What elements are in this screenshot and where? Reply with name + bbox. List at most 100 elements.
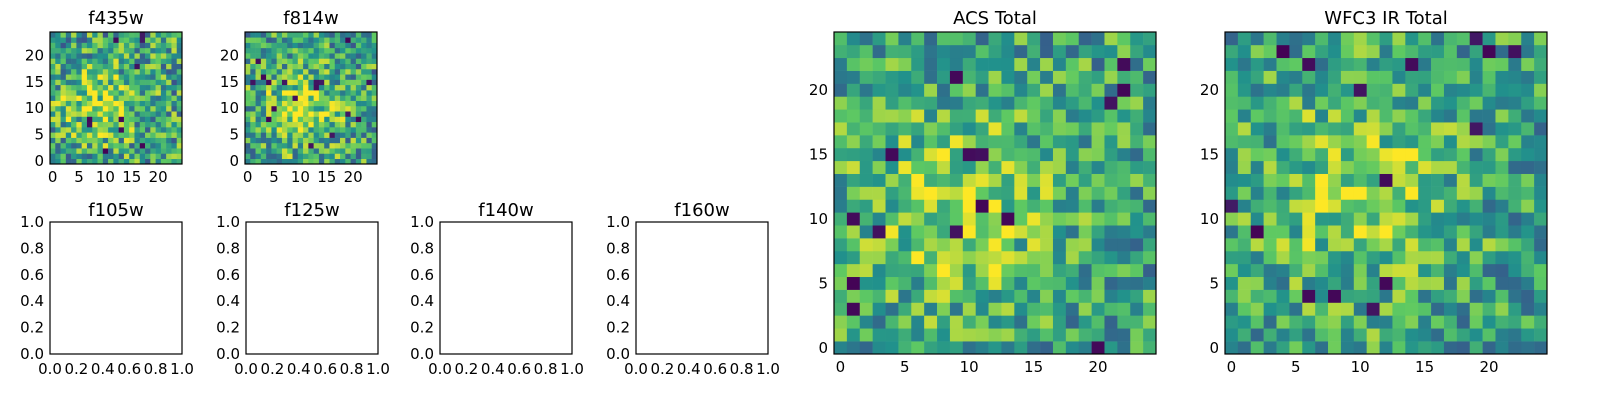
heatmap-cell [1027,186,1041,200]
heatmap-cell [71,79,77,86]
heatmap-cell [1052,122,1067,136]
heatmap-cell [245,53,251,59]
heatmap-cell [134,74,141,80]
heatmap-cell [1379,32,1393,46]
heatmap-cell [937,122,951,136]
heatmap-cell [123,158,130,165]
heatmap-cell [281,58,288,64]
heatmap-cell [1263,96,1277,110]
heatmap-cell [975,109,989,123]
heatmap-cell [937,199,951,213]
heatmap-cell [937,160,951,174]
heatmap-cell [834,96,848,110]
heatmap-cell [1353,250,1367,265]
heatmap-cell [76,42,82,49]
heatmap-cell [1263,263,1277,278]
heatmap-cell [129,153,135,160]
heatmap-cell [81,132,88,138]
heatmap-cell [1040,83,1054,97]
heatmap-cell [1366,315,1380,329]
heatmap-cell [366,158,373,165]
heatmap-cell [55,79,61,86]
heatmap-cell [911,135,925,149]
panel-f105w: f105w 0.0 0.2 0.4 0.6 0.8 1.0 0.0 0.2 0.… [20,200,194,378]
heatmap-cell [366,84,373,91]
heatmap-cell [1431,263,1445,278]
heatmap-cell [255,116,262,123]
heatmap-cell [988,276,1002,290]
panel-title: f814w [283,8,338,29]
heatmap-cell [171,47,178,54]
heatmap-cell [361,148,367,154]
heatmap-cell [71,84,77,91]
panel-title: WFC3 IR Total [1324,8,1447,29]
heatmap-cell [1482,57,1496,71]
heatmap-cell [1392,238,1406,252]
heatmap-cell [1508,225,1522,239]
heatmap-cell [92,79,98,86]
heatmap-cell [1456,263,1471,278]
heatmap-cell [924,147,938,162]
heatmap-cell [92,148,98,154]
heatmap-cell [81,105,88,112]
heatmap-cell [145,148,151,154]
heatmap-cell [345,148,351,154]
heatmap-cell [65,84,72,91]
heatmap-cell [924,250,938,265]
heatmap-cell [160,53,167,59]
heatmap-cell [911,173,925,187]
heatmap-cell [1392,341,1406,355]
heatmap-cell [65,95,72,101]
heatmap-cell [975,328,989,342]
heatmap-cell [281,116,288,123]
heatmap-cell [1456,289,1471,303]
heatmap-cell [150,105,156,112]
heatmap-cell [108,153,114,160]
heatmap-cell [962,289,976,303]
heatmap-cell [345,58,351,64]
heatmap-cell [102,42,109,49]
heatmap-cell [1225,44,1239,59]
heatmap-cell [276,105,283,112]
heatmap-cell [102,137,109,144]
heatmap-cell [145,53,151,59]
heatmap-cell [340,68,346,75]
heatmap-cell [145,68,151,75]
heatmap-cell [361,116,367,123]
heatmap-cell [245,79,251,86]
heatmap-cell [1289,160,1303,174]
heatmap-cell [1263,147,1277,162]
heatmap-cell [1014,109,1028,123]
heatmap-cell [1104,328,1118,342]
heatmap-cell [859,302,873,316]
heatmap-cell [1469,147,1483,162]
heatmap-cell [371,148,378,154]
heatmap-cell [1001,96,1015,110]
heatmap-cell [292,79,299,86]
heatmap-cell [166,63,172,70]
heatmap-cell [318,95,325,101]
heatmap-cell [1508,263,1522,278]
heatmap-cell [1237,32,1252,46]
heatmap-cells [245,32,378,165]
heatmap-cell [1315,276,1329,290]
heatmap-cell [1431,160,1445,174]
heatmap-cell [245,142,251,149]
heatmap-cell [1104,225,1118,239]
heatmap-cell [150,63,156,70]
heatmap-cell [1040,44,1054,59]
heatmap-cell [1482,173,1496,187]
heatmap-cell [50,90,56,96]
heatmap-cell [1117,250,1131,265]
heatmap-cell [911,70,925,84]
heatmap-cell [1276,250,1290,265]
heatmap-cell [292,105,299,112]
heatmap-cell [1340,212,1355,226]
heatmap-cell [166,32,172,38]
heatmap-cell [1078,238,1092,252]
heatmap-cell [1340,135,1355,149]
heatmap-cell [266,142,272,149]
heatmap-cell [329,132,336,138]
heatmap-cell [313,158,320,165]
heatmap-cell [60,74,67,80]
